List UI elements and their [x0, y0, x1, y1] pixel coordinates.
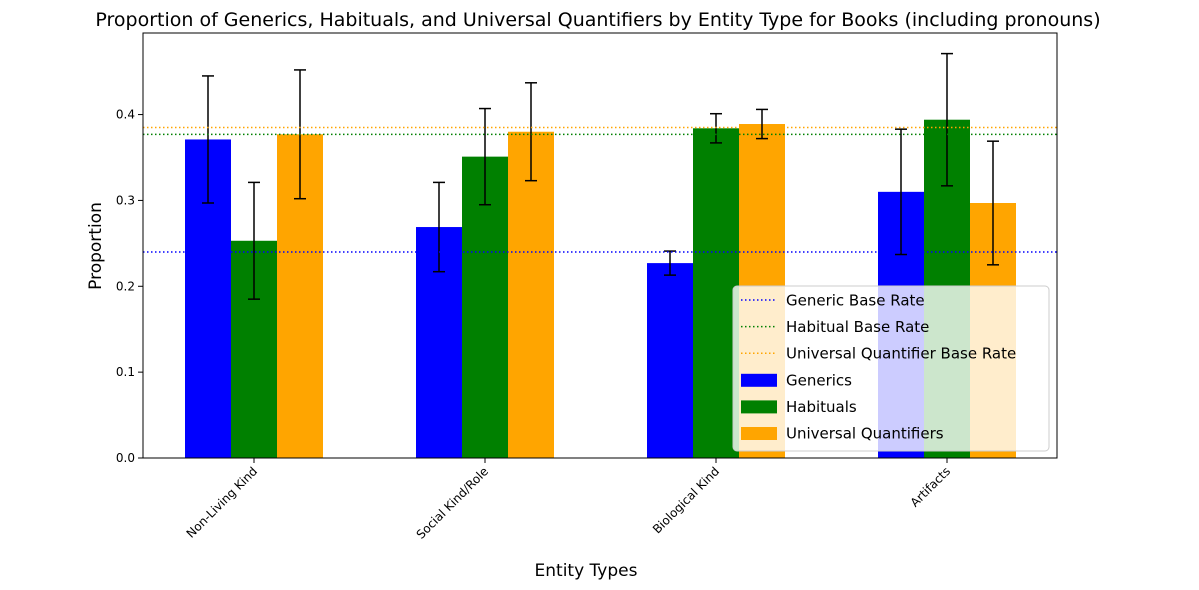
legend-color-swatch: [741, 427, 777, 440]
y-tick-label: 0.2: [116, 279, 135, 293]
x-tick-label: Non-Living Kind: [184, 464, 260, 540]
y-axis-ticks: 0.0 0.1 0.2 0.3 0.4: [116, 108, 143, 465]
y-tick-label: 0.3: [116, 193, 135, 207]
x-axis-label: Entity Types: [535, 561, 638, 581]
x-tick-label: Social Kind/Role: [414, 464, 492, 542]
bar-universal-quantifiers-1: [508, 131, 554, 459]
y-tick-label: 0.0: [116, 451, 135, 465]
bar-generics-2: [647, 263, 693, 458]
legend-label: Universal Quantifier Base Rate: [786, 345, 1016, 363]
y-axis-label: Proportion: [86, 202, 106, 290]
legend: Generic Base Rate Habitual Base Rate Unive…: [732, 285, 1050, 452]
x-tick-label: Artifacts: [908, 464, 953, 509]
legend-label: Generic Base Rate: [786, 292, 925, 310]
chart-title: Proportion of Generics, Habituals, and U…: [95, 9, 1100, 31]
base-rate-lines-layer: [143, 126, 1057, 253]
y-tick-label: 0.1: [116, 365, 135, 379]
legend-color-swatch: [741, 400, 777, 414]
bar-habituals-2: [693, 128, 739, 458]
plot-frame: [142, 32, 1058, 459]
legend-label: Habitual Base Rate: [786, 318, 929, 336]
legend-label: Habituals: [786, 398, 857, 416]
legend-label: Universal Quantifiers: [786, 425, 944, 443]
x-axis-ticks: Non-Living Kind Social Kind/Role Biologica…: [184, 458, 953, 542]
legend-box: [732, 285, 1050, 452]
bar-habituals-1: [462, 156, 508, 459]
y-tick-label: 0.4: [116, 108, 135, 122]
legend-color-swatch: [741, 373, 777, 387]
x-tick-label: Biological Kind: [650, 464, 722, 536]
legend-label: Generics: [786, 371, 852, 389]
